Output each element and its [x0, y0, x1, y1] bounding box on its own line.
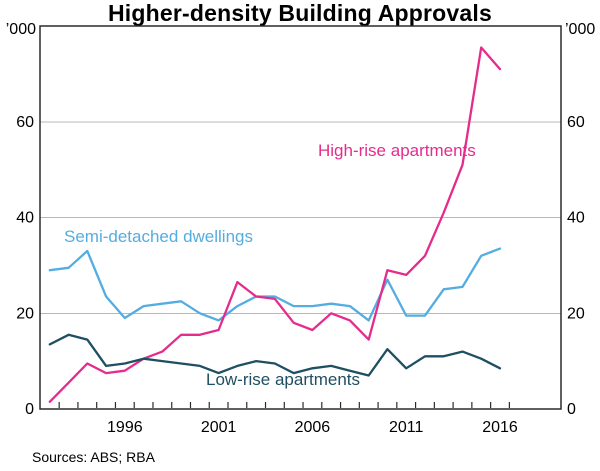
- y-axis-label-right-60: 60: [567, 114, 585, 131]
- sources-note: Sources: ABS; RBA: [32, 449, 155, 465]
- series-label-semi-detached-dwellings: Semi-detached dwellings: [64, 227, 253, 246]
- x-axis-label-2011: 2011: [389, 419, 424, 436]
- x-axis-label-2006: 2006: [295, 419, 331, 436]
- y-axis-label-left-0: 0: [25, 401, 34, 418]
- series-line-high-rise-apartments: [48, 46, 502, 403]
- x-axis-label-2001: 2001: [201, 419, 237, 436]
- series-label-high-rise-apartments: High-rise apartments: [318, 141, 476, 160]
- series-line-low-rise-apartments: [48, 333, 502, 377]
- x-axis-label-2016: 2016: [482, 419, 518, 436]
- y-axis-label-right-0: 0: [567, 401, 576, 418]
- chart-title: Higher-density Building Approvals: [108, 0, 492, 26]
- plot-frame: [39, 25, 562, 410]
- x-axis-label-1996: 1996: [107, 419, 143, 436]
- y-axis-label-right-20: 20: [567, 305, 585, 322]
- y-axis-label-left-40: 40: [16, 210, 34, 227]
- y-axis-unit-right: ’000: [565, 21, 595, 38]
- series-line-semi-detached-dwellings: [48, 247, 502, 322]
- series-label-low-rise-apartments: Low-rise apartments: [206, 370, 361, 389]
- y-axis-unit-left: ’000: [6, 21, 36, 38]
- y-axis-label-left-20: 20: [16, 305, 34, 322]
- y-axis-label-left-60: 60: [16, 114, 34, 131]
- y-axis-label-right-40: 40: [567, 210, 585, 227]
